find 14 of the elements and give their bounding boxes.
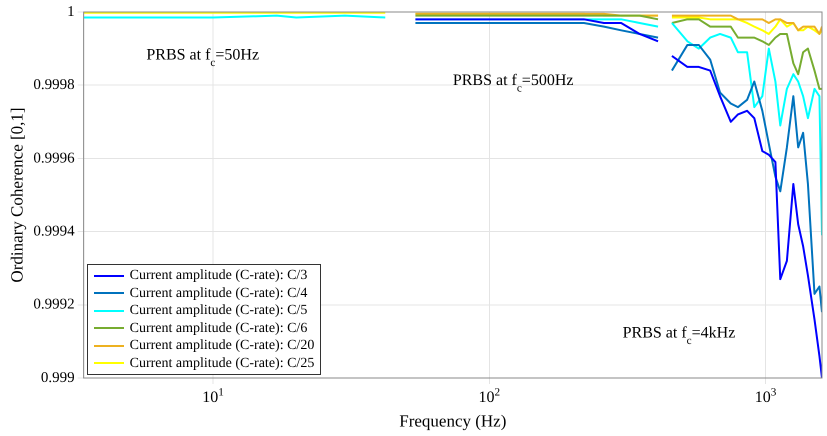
y-tick-label: 0.9992	[33, 296, 75, 313]
y-tick-label: 0.9996	[33, 150, 76, 166]
x-axis-title: Frequency (Hz)	[399, 411, 506, 430]
y-tick-label: 0.9994	[33, 224, 76, 240]
legend-label: Current amplitude (C-rate): C/6	[130, 320, 308, 337]
y-axis-title: Ordinary Coherence [0,1]	[8, 107, 27, 283]
legend-label: Current amplitude (C-rate): C/20	[130, 337, 314, 354]
y-tick-label: 0.999	[40, 370, 75, 386]
legend-label: Current amplitude (C-rate): C/5	[130, 302, 308, 320]
legend-label: Current amplitude (C-rate): C/25	[130, 354, 314, 372]
legend-label: Current amplitude (C-rate): C/3	[130, 267, 308, 284]
legend-label: Current amplitude (C-rate): C/4	[130, 284, 308, 302]
y-tick-label: 0.9998	[33, 77, 75, 94]
y-tick-label: 1	[67, 4, 75, 20]
